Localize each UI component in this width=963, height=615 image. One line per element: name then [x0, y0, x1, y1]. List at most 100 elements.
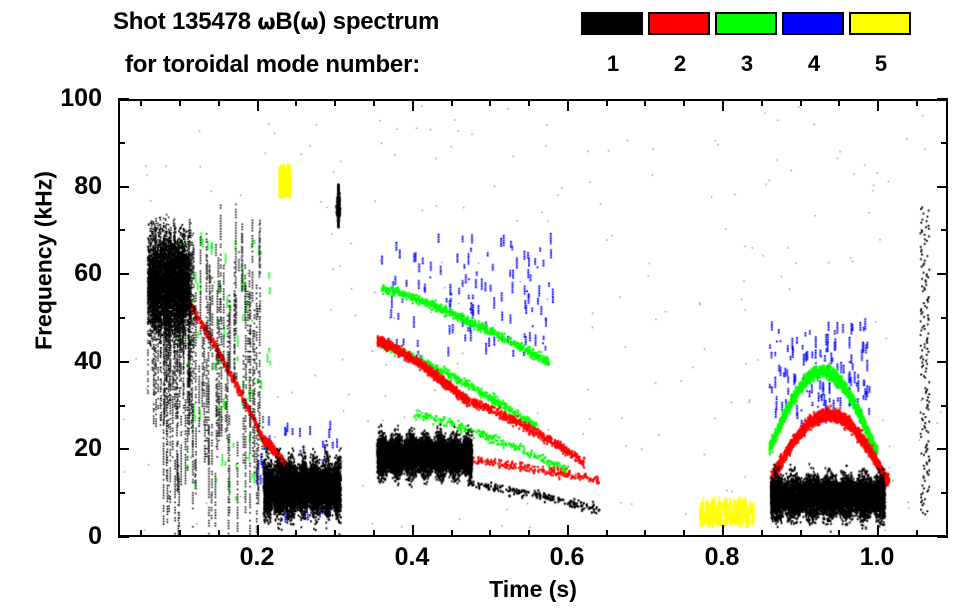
y-tick-major: [118, 186, 129, 188]
x-tick-minor-top: [334, 99, 336, 106]
x-tick-minor: [683, 530, 685, 537]
spectrogram-canvas: [120, 101, 946, 535]
x-tick-minor: [373, 530, 375, 537]
x-tick-minor-top: [838, 99, 840, 106]
y-tick-label: 80: [74, 172, 102, 200]
figure-title-line-1: Shot 135478 ωB(ω) spectrum: [113, 8, 440, 35]
y-tick-major: [118, 98, 129, 100]
y-tick-label: 0: [88, 522, 102, 550]
x-tick-minor: [644, 530, 646, 537]
x-tick-minor: [179, 530, 181, 537]
mode-number-legend: 1 2 3 4 5: [0, 0, 963, 96]
x-tick-label: 0.2: [239, 543, 275, 571]
y-tick-major-right: [937, 186, 948, 188]
y-tick-major: [118, 448, 129, 450]
legend-swatch-n3: [715, 12, 777, 35]
y-tick-major: [118, 361, 129, 363]
x-tick-minor-top: [644, 99, 646, 106]
x-tick-minor-top: [140, 99, 142, 106]
legend-swatch-n2: [648, 12, 710, 35]
x-tick-major: [412, 525, 414, 537]
x-tick-minor: [761, 530, 763, 537]
y-tick-minor: [118, 492, 125, 494]
legend-label-n2: 2: [673, 51, 687, 76]
x-tick-major: [722, 525, 724, 537]
x-tick-minor: [528, 530, 530, 537]
y-tick-minor-right: [941, 492, 948, 494]
y-tick-major: [118, 273, 129, 275]
x-tick-major-top: [567, 99, 569, 111]
x-tick-minor-top: [761, 99, 763, 106]
x-tick-label: 1.0: [859, 543, 895, 571]
y-tick-minor: [118, 229, 125, 231]
x-tick-minor-top: [373, 99, 375, 106]
x-tick-minor-top: [683, 99, 685, 106]
legend-entry-n3: 3: [715, 12, 779, 75]
y-tick-major-right: [937, 536, 948, 538]
y-tick-label: 60: [74, 259, 102, 287]
y-axis-label: Frequency (kHz): [30, 171, 57, 350]
legend-label-n5: 5: [874, 51, 888, 76]
x-tick-minor: [489, 530, 491, 537]
y-tick-minor-right: [941, 229, 948, 231]
x-tick-minor: [800, 530, 802, 537]
x-tick-minor-top: [489, 99, 491, 106]
y-tick-major-right: [937, 273, 948, 275]
x-tick-major-top: [257, 99, 259, 111]
y-tick-label: 40: [74, 347, 102, 375]
legend-swatch-n4: [782, 12, 844, 35]
x-tick-minor: [606, 530, 608, 537]
x-tick-minor-top: [218, 99, 220, 106]
y-tick-major-right: [937, 448, 948, 450]
x-tick-minor-top: [295, 99, 297, 106]
x-tick-minor: [451, 530, 453, 537]
x-tick-minor-top: [916, 99, 918, 106]
x-tick-minor-top: [606, 99, 608, 106]
x-tick-major: [257, 525, 259, 537]
y-tick-major-right: [937, 361, 948, 363]
y-tick-label: 20: [74, 434, 102, 462]
legend-label-n3: 3: [740, 51, 754, 76]
y-tick-minor-right: [941, 405, 948, 407]
omega-symbol-2: ω: [300, 10, 319, 34]
plot-frame: [118, 99, 948, 537]
y-tick-major-right: [937, 98, 948, 100]
legend-label-n1: 1: [606, 51, 620, 76]
y-tick-minor: [118, 317, 125, 319]
y-tick-minor-right: [941, 142, 948, 144]
figure-header: Shot 135478 ωB(ω) spectrum for toroidal …: [0, 0, 963, 96]
legend-swatch-n1: [581, 12, 643, 35]
x-tick-major: [567, 525, 569, 537]
x-tick-minor-top: [800, 99, 802, 106]
x-tick-label: 0.8: [704, 543, 740, 571]
legend-label-n4: 4: [807, 51, 821, 76]
x-tick-minor-top: [528, 99, 530, 106]
legend-entry-n4: 4: [782, 12, 846, 75]
x-tick-minor: [295, 530, 297, 537]
legend-entry-n1: 1: [581, 12, 645, 75]
y-tick-major: [118, 536, 129, 538]
x-axis-label: Time (s): [489, 576, 577, 602]
legend-swatch-n5: [849, 12, 911, 35]
x-tick-label: 0.4: [394, 543, 430, 571]
x-tick-major-top: [412, 99, 414, 111]
legend-entry-n5: 5: [849, 12, 913, 75]
x-tick-minor-top: [179, 99, 181, 106]
x-tick-major-top: [877, 99, 879, 111]
y-tick-minor: [118, 405, 125, 407]
omega-symbol-1: ω: [257, 10, 276, 34]
x-tick-minor: [140, 530, 142, 537]
figure-title-line-2: for toroidal mode number:: [125, 51, 421, 78]
y-tick-minor-right: [941, 317, 948, 319]
x-tick-major: [877, 525, 879, 537]
y-tick-label: 100: [60, 84, 102, 112]
x-tick-minor: [916, 530, 918, 537]
x-tick-major-top: [722, 99, 724, 111]
x-tick-minor: [218, 530, 220, 537]
y-tick-minor: [118, 142, 125, 144]
x-tick-label: 0.6: [549, 543, 585, 571]
legend-entry-n2: 2: [648, 12, 712, 75]
x-tick-minor-top: [451, 99, 453, 106]
x-tick-minor: [334, 530, 336, 537]
